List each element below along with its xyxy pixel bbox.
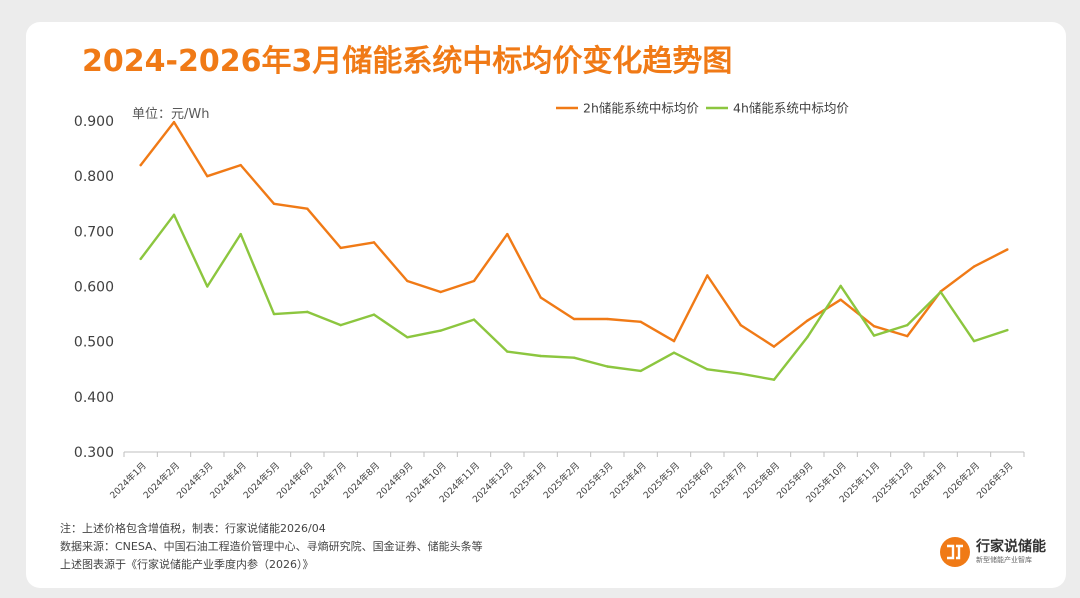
data-point [539, 354, 542, 358]
data-point [806, 336, 809, 339]
data-point [839, 298, 842, 301]
footnote-line: 数据来源：CNESA、中国石油工程造价管理中心、寻熵研究院、国金证券、储能头条等 [60, 540, 483, 553]
x-tick-label: 2026年3月 [974, 460, 1015, 501]
y-tick-label: 0.500 [74, 335, 114, 351]
data-point [772, 378, 776, 381]
page-title: 2024-2026年3月储能系统中标均价变化趋势图 [82, 44, 733, 79]
brand-logo: 行家说储能 新型储能产业智库 [940, 536, 1046, 568]
data-point [839, 284, 842, 288]
data-point [406, 336, 409, 339]
data-point [939, 290, 942, 294]
data-point [1006, 248, 1009, 251]
data-point [906, 323, 909, 327]
data-point [372, 241, 376, 244]
data-point [139, 163, 142, 167]
data-point [572, 317, 576, 321]
y-tick-label: 0.400 [74, 390, 114, 406]
y-tick-label: 0.900 [74, 114, 114, 130]
data-point [239, 232, 242, 236]
data-point [806, 319, 809, 322]
data-point [272, 202, 276, 205]
data-point [972, 339, 976, 343]
data-point [339, 246, 342, 250]
data-point [172, 213, 176, 216]
data-point [1006, 328, 1009, 332]
data-point [172, 120, 176, 124]
data-point [472, 318, 476, 321]
data-point [539, 296, 542, 299]
series-lines [139, 120, 1009, 381]
data-point [239, 163, 242, 167]
footnote-line: 上述图表源于《行家说储能产业季度内参（2026）》 [60, 558, 314, 571]
logo-name: 行家说储能 [976, 539, 1046, 555]
footnote-line: 注：上述价格包含增值税，制表：行家说储能2026/04 [60, 522, 326, 535]
data-point [439, 290, 442, 294]
data-point [906, 334, 909, 338]
data-point [506, 350, 509, 353]
data-point [206, 174, 209, 178]
logo-tagline: 新型储能产业智库 [976, 556, 1032, 564]
data-point [706, 368, 709, 371]
data-point [639, 369, 642, 373]
data-point [872, 325, 876, 328]
y-tick-label: 0.800 [74, 169, 114, 185]
data-point [506, 232, 509, 236]
data-point [672, 351, 676, 354]
data-point [672, 339, 676, 343]
legend-label: 4h储能系统中标均价 [733, 101, 849, 116]
data-point [306, 310, 309, 314]
data-point [406, 279, 409, 283]
footnotes: 注：上述价格包含增值税，制表：行家说储能2026/04 数据来源：CNESA、中… [60, 520, 483, 574]
data-point [272, 312, 276, 316]
data-point [339, 323, 342, 327]
data-point [739, 323, 742, 327]
data-point [872, 334, 876, 337]
logo-mark-icon [940, 537, 970, 567]
y-tick-label: 0.700 [74, 224, 114, 240]
data-point [572, 356, 576, 359]
x-axis: 2024年1月2024年2月2024年3月2024年4月2024年5月2024年… [107, 451, 1025, 505]
data-point [606, 365, 609, 368]
y-axis: 0.300 0.400 0.500 0.600 0.700 0.800 0.900 [74, 114, 114, 461]
data-point [972, 265, 976, 268]
legend-label: 2h储能系统中标均价 [583, 101, 699, 116]
data-point [372, 313, 376, 316]
data-point [472, 279, 476, 283]
data-point [606, 317, 609, 321]
data-point [306, 207, 309, 210]
data-point [639, 320, 642, 324]
data-point [206, 285, 209, 288]
data-point [772, 345, 776, 348]
y-tick-label: 0.600 [74, 280, 114, 296]
series-line-2h [139, 120, 1009, 348]
unit-label: 单位：元/Wh [132, 107, 209, 122]
data-point [739, 372, 742, 375]
y-tick-label: 0.300 [74, 445, 114, 461]
data-point [139, 257, 142, 261]
data-point [439, 329, 442, 332]
data-point [706, 274, 709, 277]
legend: 2h储能系统中标均价 4h储能系统中标均价 [556, 101, 849, 116]
series-line-4h [139, 213, 1009, 381]
chart-card [26, 22, 1066, 588]
